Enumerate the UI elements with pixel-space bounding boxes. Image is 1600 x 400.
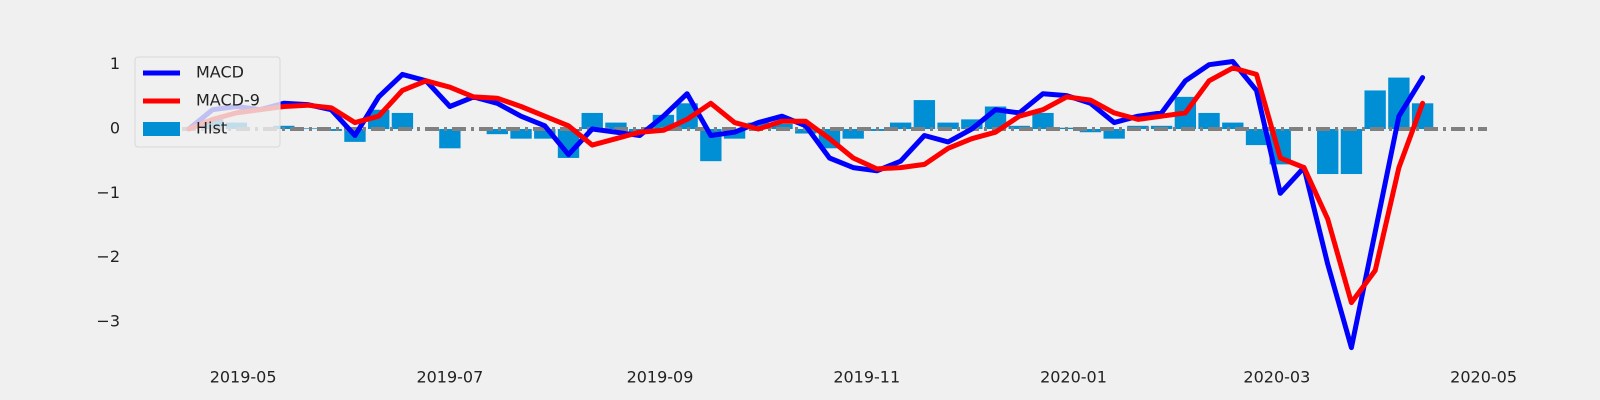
y-tick-label: 0 [110, 119, 120, 138]
x-tick-label: 2019-09 [627, 368, 694, 387]
y-tick-label: −2 [96, 247, 120, 266]
hist-bar [889, 122, 912, 130]
hist-bar [1079, 129, 1102, 133]
x-tick-label: 2020-03 [1243, 368, 1310, 387]
y-tick-label: −3 [96, 311, 120, 330]
hist-bar [961, 119, 983, 130]
legend-label: MACD [196, 63, 244, 82]
hist-bar [486, 129, 508, 135]
y-tick-label: −1 [96, 183, 120, 202]
line [186, 65, 1426, 306]
x-tick-label: 2019-07 [416, 368, 483, 387]
x-tick-label: 2019-05 [210, 368, 277, 387]
hist-bar [510, 129, 532, 139]
hist-bar [1245, 129, 1268, 146]
hist-bar [771, 123, 793, 130]
hist-bar [913, 100, 936, 130]
legend-label: Hist [196, 119, 227, 138]
hist-bar [747, 122, 769, 130]
x-tick-label: 2019-11 [833, 368, 900, 387]
hist-bar [1388, 77, 1410, 130]
x-tick-label: 2020-01 [1040, 368, 1107, 387]
hist-bar [1222, 122, 1244, 130]
hist-bar [581, 112, 603, 130]
hist-bar [842, 129, 864, 139]
hist-bar [368, 109, 390, 130]
hist-bar [605, 122, 627, 130]
hist-bar [1340, 129, 1363, 175]
hist-bar [1317, 129, 1339, 175]
legend-label: MACD-9 [196, 91, 260, 110]
hist-bar [534, 129, 556, 139]
hist-bar [439, 129, 461, 149]
y-tick-label: 1 [110, 54, 120, 73]
hist-bar [937, 122, 959, 130]
legend-swatch [143, 122, 180, 136]
hist-bar [1364, 90, 1386, 130]
line [186, 59, 1426, 351]
hist-bar [320, 129, 342, 131]
legend: MACD MACD-9 Hist [134, 56, 281, 148]
hist-bar [1032, 112, 1054, 130]
hist-bar [391, 112, 414, 130]
hist-bar [1103, 129, 1125, 139]
hist-bar [1198, 112, 1220, 130]
hist-bar [795, 129, 817, 134]
x-tick-label: 2020-05 [1450, 368, 1517, 387]
hist-bar [296, 128, 319, 130]
